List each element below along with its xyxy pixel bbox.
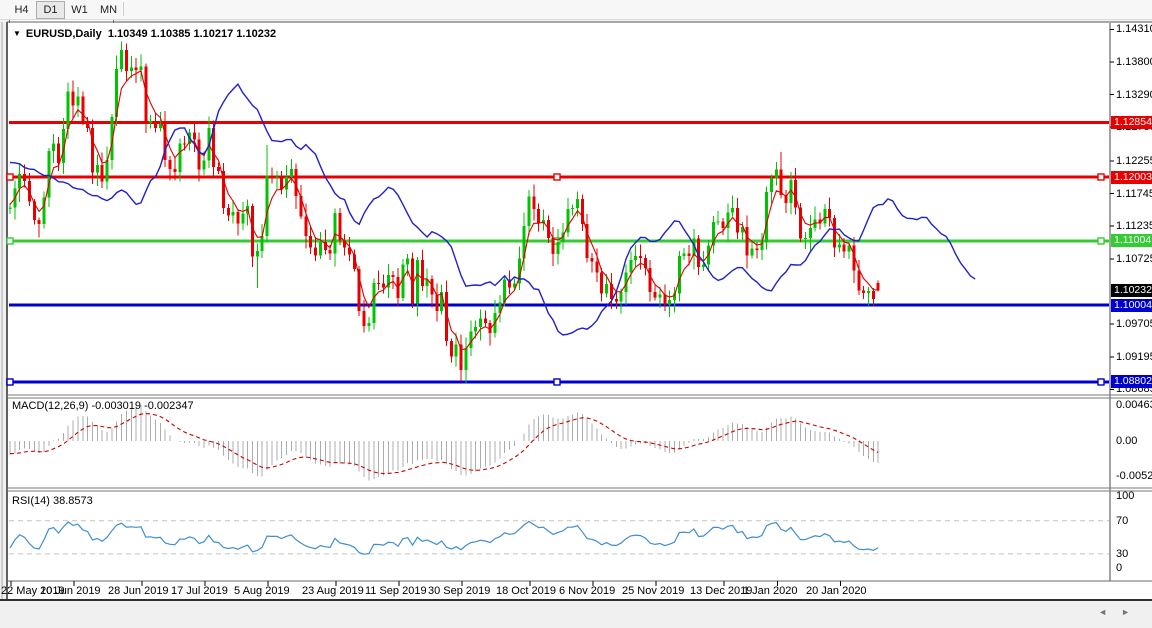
chart-header: ▼ EURUSD,Daily 1.10349 1.10385 1.10217 1.… <box>13 28 276 40</box>
rsi-value: 38.8573 <box>52 495 93 507</box>
date-axis-label: 23 Aug 2019 <box>302 585 364 597</box>
date-axis-label: 17 Jul 2019 <box>171 585 228 597</box>
toolbar-separator <box>123 2 124 16</box>
date-axis-label: 30 Sep 2019 <box>428 585 491 597</box>
timeframe-button-mn[interactable]: MN <box>99 4 118 16</box>
price-axis-tick: 1.12255 <box>1116 155 1152 167</box>
timeframe-toolbar: H4 D1 W1 MN <box>0 0 1152 20</box>
macd-indicator-label: MACD(12,26,9) -0.003019 -0.002347 <box>12 400 194 412</box>
chart-window-background <box>7 23 1152 600</box>
date-axis-label: 20 Jan 2020 <box>806 585 867 597</box>
level-price-label[interactable]: 1.12003 <box>1111 171 1152 184</box>
price-axis-tick: 1.11235 <box>1116 220 1152 232</box>
price-axis-tick: 1.11745 <box>1116 188 1152 200</box>
macd-axis-label: -0.005299 <box>1116 470 1152 482</box>
rsi-axis-label: 0 <box>1116 562 1123 574</box>
date-axis-label: 25 Nov 2019 <box>622 585 685 597</box>
date-axis-label: 11 Sep 2019 <box>365 585 427 597</box>
price-axis-tick: 1.09705 <box>1116 318 1152 330</box>
triangle-down-icon[interactable]: ▼ <box>13 29 21 38</box>
price-axis-tick: 1.13800 <box>1116 56 1152 68</box>
macd-axis-label: 0.00 <box>1116 435 1138 447</box>
date-axis-label: 10 Jun 2019 <box>40 585 101 597</box>
date-axis-label: 13 Dec 2019 <box>690 585 753 597</box>
timeframe-button-h4[interactable]: H4 <box>14 4 29 16</box>
date-axis-label: 5 Aug 2019 <box>234 585 290 597</box>
macd-values: -0.003019 -0.002347 <box>91 400 194 412</box>
price-axis-tick: 1.14310 <box>1116 23 1152 35</box>
date-axis-label: 18 Oct 2019 <box>496 585 556 597</box>
level-price-label[interactable]: 1.12854 <box>1111 116 1152 129</box>
rsi-axis-label: 30 <box>1116 548 1129 560</box>
price-axis-tick: 1.10725 <box>1116 253 1152 265</box>
rsi-indicator-label: RSI(14) 38.8573 <box>12 495 93 507</box>
timeframe-button-d1[interactable]: D1 <box>36 1 65 19</box>
current-price-label: 1.10232 <box>1111 284 1152 297</box>
rsi-axis-label: 70 <box>1116 515 1129 527</box>
chart-ohlc-values: 1.10349 1.10385 1.10217 1.10232 <box>107 28 277 40</box>
date-axis-label: 22 May 2019 <box>1 585 65 597</box>
rsi-title: RSI(14) <box>12 495 50 507</box>
macd-title: MACD(12,26,9) <box>12 400 89 412</box>
level-price-label[interactable]: 1.10004 <box>1111 299 1152 312</box>
price-axis-tick: 1.09195 <box>1116 351 1152 363</box>
macd-axis-label: 0.00463 <box>1116 399 1152 411</box>
tab-scroll-arrows: ◄► <box>1098 607 1144 617</box>
date-axis-label: 28 Jun 2019 <box>108 585 169 597</box>
tab-scroll-right-icon[interactable]: ► <box>1121 607 1144 617</box>
tab-scroll-left-icon[interactable]: ◄ <box>1098 607 1122 617</box>
date-axis-label: 1 Jan 2020 <box>743 585 798 597</box>
rsi-axis-label: 100 <box>1116 490 1135 502</box>
date-axis-label: 6 Nov 2019 <box>559 585 616 597</box>
chart-symbol-label: EURUSD,Daily <box>25 28 102 40</box>
level-price-label[interactable]: 1.08802 <box>1111 375 1152 388</box>
price-axis-tick: 1.13290 <box>1116 89 1152 101</box>
timeframe-button-w1[interactable]: W1 <box>71 4 88 16</box>
level-price-label[interactable]: 1.11004 <box>1111 234 1152 247</box>
